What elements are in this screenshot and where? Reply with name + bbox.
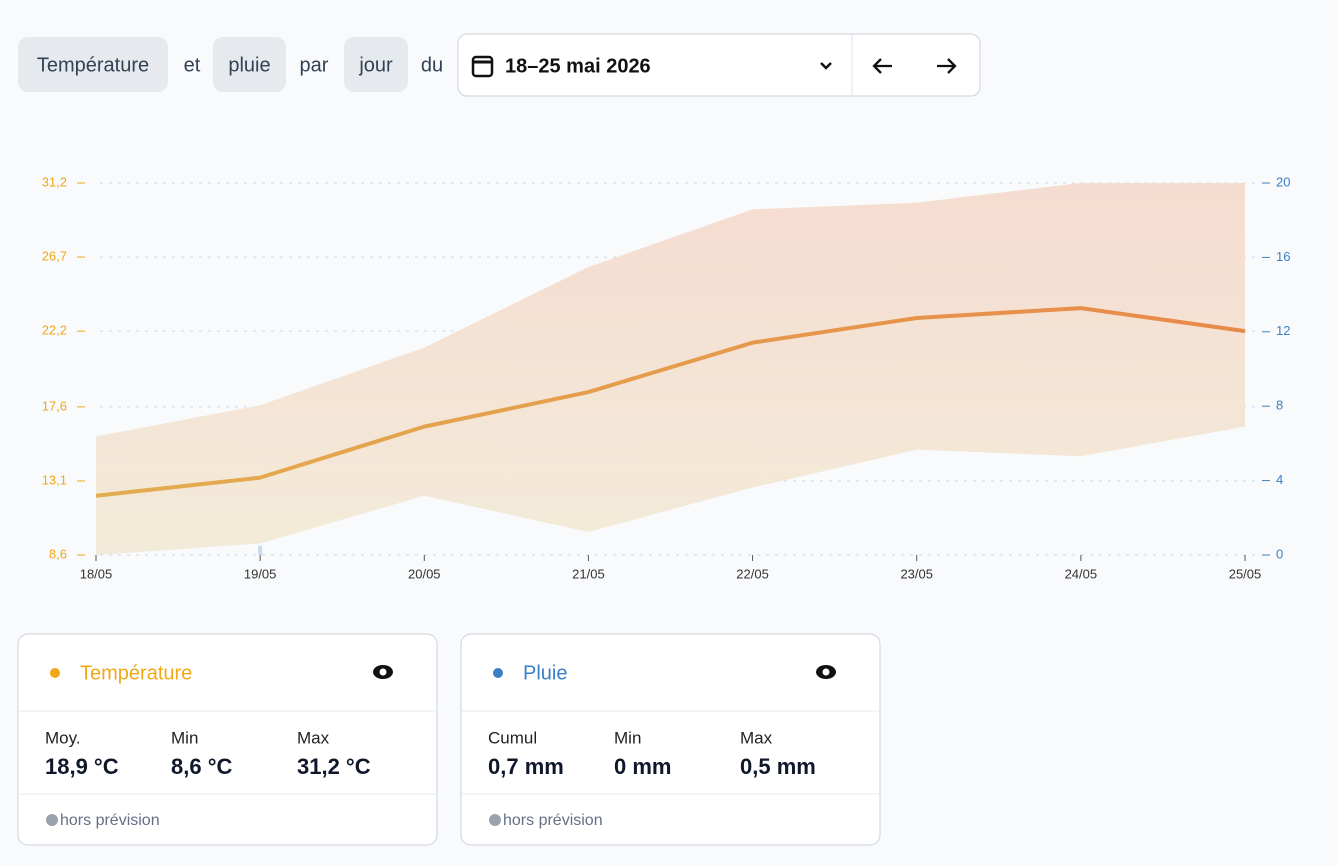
stat-label: Min — [171, 728, 198, 747]
y2-tick-label: 4 — [1276, 472, 1283, 487]
x-tick-label: 19/05 — [244, 566, 277, 581]
y-tick-label: 13,1 — [42, 472, 67, 487]
card-note: hors prévision — [60, 812, 160, 829]
legend-dot — [493, 668, 503, 678]
rain-bar — [258, 545, 263, 555]
select-pill[interactable] — [213, 37, 286, 92]
date-picker[interactable] — [457, 33, 981, 97]
y-tick-label: 26,7 — [42, 249, 67, 264]
temperature-line — [95, 306, 1246, 498]
x-tick-label: 20/05 — [408, 566, 441, 581]
y2-tick-label: 0 — [1276, 546, 1283, 561]
y2-tick-label: 20 — [1276, 174, 1290, 189]
stat-label: Max — [297, 728, 330, 747]
info-icon — [46, 814, 58, 826]
connector-text: du — [421, 54, 443, 76]
y-tick-label: 8,6 — [49, 546, 67, 561]
legend-title[interactable]: Température — [80, 662, 192, 684]
arrow-next[interactable] — [937, 58, 957, 74]
stat-value: 0,7 mm — [488, 754, 564, 779]
x-tick-label: 21/05 — [572, 566, 605, 581]
arrow-prev[interactable] — [872, 58, 892, 74]
y-tick-label: 17,6 — [42, 398, 67, 413]
legend-card — [460, 633, 881, 846]
legend-dot — [50, 668, 60, 678]
y2-tick-label: 12 — [1276, 323, 1290, 338]
stat-label: Max — [740, 728, 773, 747]
stat-label: Min — [614, 728, 641, 747]
date-range: 18–25 mai 2026 — [505, 55, 651, 77]
y-tick-label: 31,2 — [42, 174, 67, 189]
stat-value: 18,9 °C — [45, 754, 119, 779]
select-label[interactable]: pluie — [228, 54, 270, 76]
legend-title[interactable]: Pluie — [523, 662, 567, 684]
stat-value: 31,2 °C — [297, 754, 371, 779]
chevron-down[interactable] — [820, 62, 832, 70]
y-tick-label: 22,2 — [42, 323, 67, 338]
stat-label: Moy. — [45, 728, 81, 747]
select-pill[interactable] — [344, 37, 408, 92]
eye-icon — [379, 668, 387, 676]
select-label[interactable]: Température — [37, 54, 149, 76]
stat-value: 0,5 mm — [740, 754, 816, 779]
x-tick-label: 25/05 — [1229, 566, 1262, 581]
select-pill[interactable] — [18, 37, 168, 92]
x-tick-label: 18/05 — [80, 566, 113, 581]
legend-card — [17, 633, 438, 846]
x-tick-label: 23/05 — [900, 566, 933, 581]
x-tick-label: 24/05 — [1065, 566, 1098, 581]
calendar-icon — [471, 55, 494, 78]
x-tick-label: 22/05 — [736, 566, 769, 581]
card-note: hors prévision — [503, 812, 603, 829]
select-label[interactable]: jour — [358, 54, 393, 76]
stat-value: 8,6 °C — [171, 754, 232, 779]
y2-tick-label: 16 — [1276, 249, 1290, 264]
eye-icon — [822, 668, 830, 676]
info-icon — [489, 814, 501, 826]
connector-text: par — [300, 54, 329, 76]
connector-text: et — [184, 54, 201, 76]
stat-label: Cumul — [488, 728, 537, 747]
stat-value: 0 mm — [614, 754, 671, 779]
y2-tick-label: 8 — [1276, 398, 1283, 413]
